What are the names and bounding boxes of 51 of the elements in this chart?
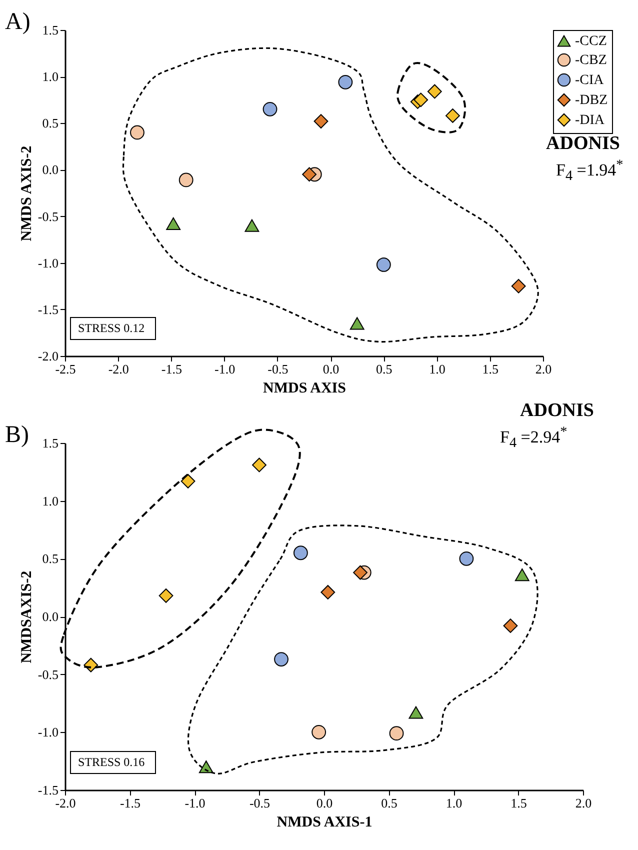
legend-label: -CBZ bbox=[575, 53, 607, 68]
chart-title: A) bbox=[5, 9, 30, 35]
x-tick-label: 1.5 bbox=[510, 796, 527, 810]
x-tick-label: -0.5 bbox=[249, 796, 270, 810]
y-axis-title: NMDS AXIS-2 bbox=[18, 146, 35, 242]
x-tick-label: 1.0 bbox=[446, 796, 462, 810]
annotation: STRESS 0.12 bbox=[70, 317, 156, 340]
x-tick-label: -2.5 bbox=[55, 362, 76, 376]
text: F$_{4}$ =1.94$^{*}$ bbox=[556, 157, 624, 186]
y-tick-label: -0.5 bbox=[38, 208, 58, 224]
chart-title: B) bbox=[5, 422, 29, 448]
x-tick-label: -1.5 bbox=[120, 796, 141, 810]
x-tick-label: -1.0 bbox=[214, 362, 236, 376]
legend-label: -CCZ bbox=[575, 34, 607, 49]
y-tick-label: 1.5 bbox=[42, 22, 58, 38]
y-tick-label: 0.5 bbox=[42, 551, 58, 566]
x-tick-label: 0.0 bbox=[322, 362, 340, 376]
x-tick-label: 2.0 bbox=[535, 362, 552, 376]
x-tick-label: 0.5 bbox=[376, 362, 392, 376]
y-tick-label: 0.5 bbox=[42, 116, 58, 131]
legend-label: -CIA bbox=[575, 73, 605, 88]
y-tick-label: -2.0 bbox=[38, 348, 58, 364]
x-tick-label: 1.5 bbox=[482, 362, 499, 376]
y-tick-label: -0.5 bbox=[38, 666, 58, 682]
y-tick-label: 0.0 bbox=[42, 609, 58, 624]
y-tick-label: 1.0 bbox=[42, 69, 58, 84]
y-tick-label: 1.0 bbox=[42, 493, 58, 508]
y-axis-title: NMDSAXIS-2 bbox=[18, 570, 35, 664]
text: ADONIS bbox=[520, 400, 594, 422]
y-tick-label: -1.5 bbox=[38, 302, 58, 317]
x-tick-label: 0.0 bbox=[316, 796, 333, 810]
x-tick-label: -1.5 bbox=[161, 362, 182, 376]
text: ADONIS bbox=[546, 133, 620, 155]
x-axis-title: NMDS AXIS bbox=[263, 380, 346, 396]
legend-label: -DIA bbox=[575, 113, 606, 128]
x-tick-label: -2.0 bbox=[55, 796, 76, 810]
y-tick-label: 0.0 bbox=[42, 162, 58, 178]
legend-label: -DBZ bbox=[575, 93, 608, 108]
y-tick-label: 1.5 bbox=[42, 436, 58, 450]
annotation: F$_{4}$ =2.94$^{*}$ bbox=[500, 424, 568, 452]
x-axis-title: NMDS AXIS-1 bbox=[276, 814, 372, 830]
x-tick-label: -1.0 bbox=[184, 796, 206, 810]
x-tick-label: -2.0 bbox=[108, 362, 129, 376]
annotation: STRESS 0.16 bbox=[70, 751, 156, 774]
x-tick-label: 2.0 bbox=[575, 796, 592, 810]
x-tick-label: 1.0 bbox=[429, 362, 446, 376]
x-tick-label: 0.5 bbox=[381, 796, 398, 810]
x-tick-label: -0.5 bbox=[268, 362, 288, 376]
y-tick-label: -1.0 bbox=[38, 255, 58, 270]
y-tick-label: -1.0 bbox=[38, 724, 58, 740]
y-tick-label: -1.5 bbox=[38, 782, 58, 798]
